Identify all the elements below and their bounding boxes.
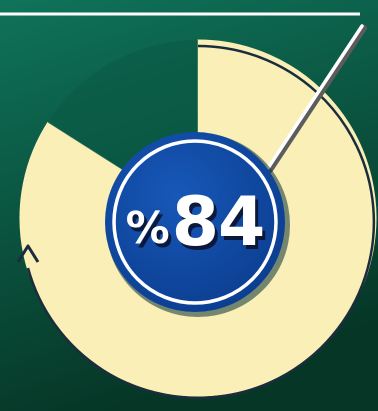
percentage-label: % 84 [103, 130, 287, 314]
percentage-value: 84 [171, 182, 266, 262]
leader-line [266, 24, 364, 170]
arrow-head-icon [16, 244, 40, 263]
percentage-badge [105, 132, 285, 312]
leader-line-shadow [267, 25, 367, 173]
badge-ring [112, 139, 278, 305]
progress-arrow [26, 44, 376, 400]
percent-sign: % [125, 202, 170, 254]
pie-slice [19, 39, 377, 397]
